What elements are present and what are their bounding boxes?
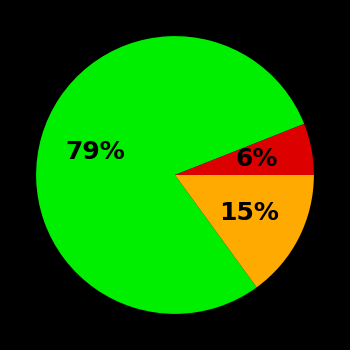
Text: 6%: 6% (236, 147, 278, 172)
Wedge shape (175, 124, 314, 175)
Wedge shape (36, 36, 304, 314)
Text: 15%: 15% (219, 201, 279, 225)
Text: 79%: 79% (65, 140, 125, 164)
Wedge shape (175, 175, 314, 287)
